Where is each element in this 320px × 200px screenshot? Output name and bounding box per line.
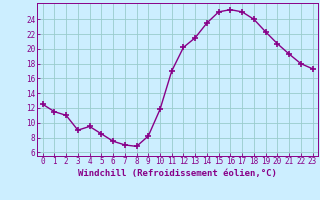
X-axis label: Windchill (Refroidissement éolien,°C): Windchill (Refroidissement éolien,°C) bbox=[78, 169, 277, 178]
